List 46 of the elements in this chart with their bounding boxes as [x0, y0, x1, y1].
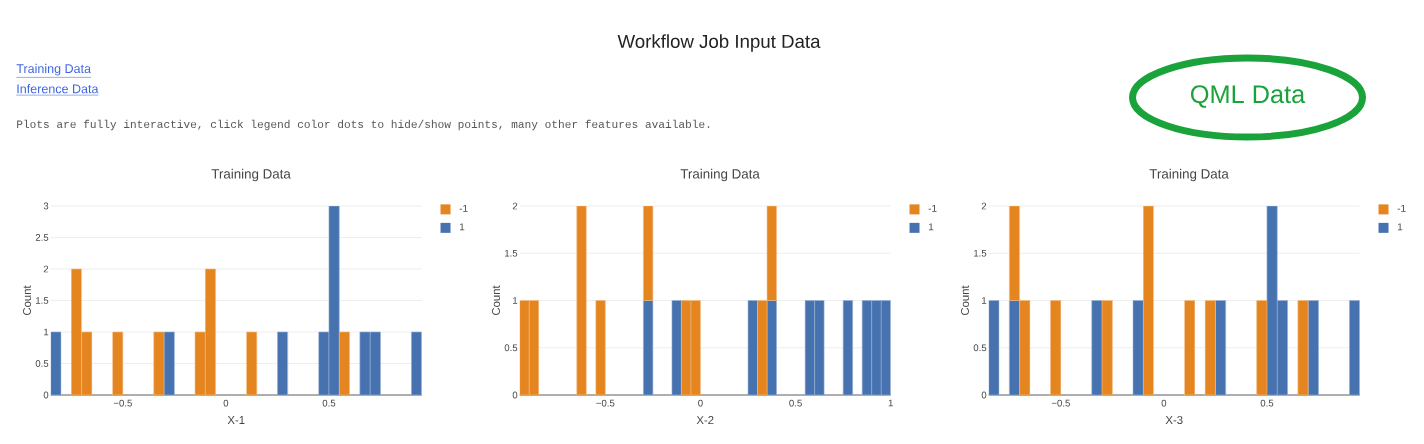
y-axis-title: Count — [960, 285, 969, 316]
y-tick-label: 0.5 — [973, 344, 987, 352]
text: Plots are fully interactive, click legend color dots to hide/show points, many other features available. — [17, 119, 710, 131]
y-tick-label: 2 — [512, 202, 518, 210]
y-tick-label: 0.5 — [504, 344, 518, 352]
y-axis-title: Count — [22, 285, 31, 316]
y-tick-label: 0 — [981, 391, 987, 399]
y-tick-label: 1.5 — [36, 297, 49, 304]
x-tick-label: −0.5 — [1051, 399, 1070, 407]
legend-label: 1 — [459, 223, 465, 231]
x-tick-label: 0.5 — [322, 399, 336, 407]
chart-title: Training Data — [680, 168, 760, 182]
x-tick-label: 0.5 — [789, 399, 802, 407]
x-tick-label: 0 — [1161, 399, 1167, 407]
legend-label: -1 — [1397, 204, 1406, 212]
x-tick-label: 1 — [888, 399, 893, 407]
y-tick-label: 2 — [981, 202, 987, 210]
y-tick-label: 1.5 — [505, 249, 518, 257]
x-tick-label: −0.5 — [596, 399, 615, 407]
y-tick-label: 0.5 — [35, 360, 49, 367]
y-tick-label: 1 — [44, 328, 49, 336]
y-axis-title: Count — [491, 285, 500, 316]
legend-label: 1 — [1397, 223, 1403, 231]
y-tick-label: 0 — [43, 391, 49, 399]
legend-label: 1 — [928, 223, 934, 231]
text: Workflow Job Input Data — [617, 34, 821, 52]
y-tick-label: 3 — [43, 202, 49, 210]
y-tick-label: 2 — [43, 265, 49, 273]
text: Inference Data — [17, 84, 99, 94]
text: Training Data — [16, 63, 92, 76]
chart-title: Training Data — [211, 168, 291, 182]
chart-title: Training Data — [1149, 168, 1229, 182]
y-tick-label: 2.5 — [35, 234, 49, 241]
x-axis-title: X-2 — [696, 416, 714, 424]
y-tick-label: 0 — [512, 391, 518, 399]
legend-label: -1 — [459, 204, 468, 212]
y-tick-label: 1 — [982, 297, 987, 304]
y-tick-label: 1.5 — [974, 249, 987, 257]
x-tick-label: 0 — [698, 399, 703, 407]
y-tick-label: 1 — [513, 297, 518, 304]
x-tick-label: 0 — [223, 399, 229, 407]
x-axis-title: X-3 — [1165, 416, 1183, 425]
text: QML Data — [1190, 85, 1306, 108]
x-tick-label: 0.5 — [1260, 399, 1274, 407]
legend-label: -1 — [928, 204, 937, 212]
x-axis-title: X-1 — [227, 416, 245, 424]
